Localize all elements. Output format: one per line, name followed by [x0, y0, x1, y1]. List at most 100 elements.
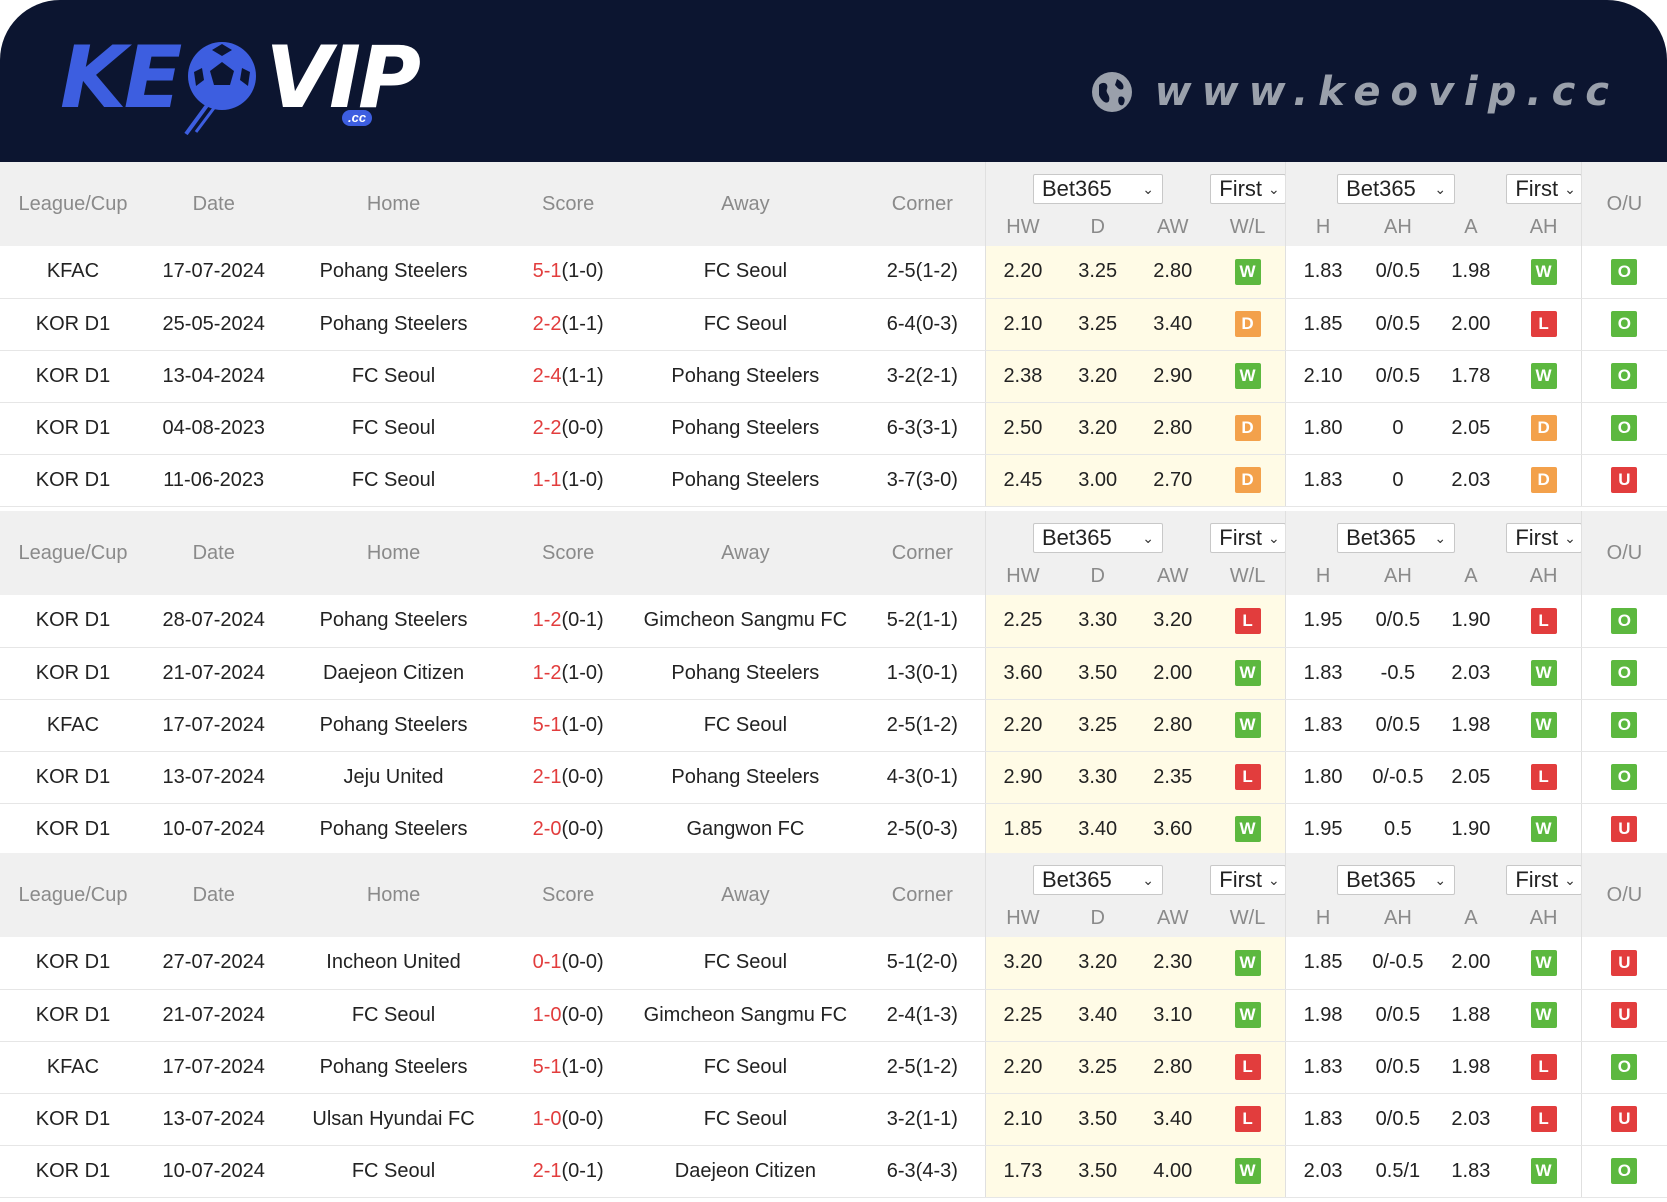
ah-result-badge: W [1530, 949, 1557, 976]
away-team-cell[interactable]: Pohang Steelers [630, 647, 861, 700]
away-team-cell[interactable]: FC Seoul [630, 937, 861, 990]
table-row[interactable]: KOR D1 13-04-2024 FC Seoul 2-4(1-1) Pohang S… [0, 350, 1667, 403]
col-ah-result-header: AH [1506, 557, 1582, 595]
home-team-cell[interactable]: FC Seoul [281, 1145, 506, 1198]
half-time-score: (1-0) [561, 713, 604, 736]
ou-result-cell: O [1580, 1041, 1667, 1094]
home-team-cell[interactable]: FC Seoul [281, 350, 506, 403]
ou-result-cell: U [1580, 989, 1667, 1042]
away-team-cell[interactable]: FC Seoul [630, 699, 861, 752]
away-team-cell[interactable]: Pohang Steelers [630, 350, 861, 403]
handicap-away-cell: 2.03 [1435, 454, 1507, 507]
handicap-period-select[interactable]: First ⌄ [1506, 865, 1582, 895]
away-team-cell[interactable]: Daejeon Citizen [630, 1145, 861, 1198]
away-team-cell[interactable]: FC Seoul [630, 298, 861, 351]
half-time-score: (0-1) [561, 1159, 604, 1182]
home-team-cell[interactable]: FC Seoul [281, 454, 506, 507]
home-team-cell[interactable]: FC Seoul [281, 402, 506, 455]
table-row[interactable]: KOR D1 27-07-2024 Incheon United 0-1(0-0) FC… [0, 937, 1667, 990]
table-row[interactable]: KOR D1 10-07-2024 FC Seoul 2-1(0-1) Daejeon … [0, 1145, 1667, 1198]
home-team-cell[interactable]: Pohang Steelers [281, 298, 506, 351]
period-select[interactable]: First ⌄ [1210, 523, 1286, 553]
handicap-period-select-label: First [1515, 525, 1559, 550]
away-team-cell[interactable]: FC Seoul [630, 246, 861, 299]
col-date-header: Date [145, 511, 282, 595]
wl-badge: L [1234, 764, 1261, 790]
h2h-section-2: League/Cup Date Home Score Away Corner Bet365 ⌄… [0, 511, 1667, 856]
handicap-line-cell: 0/0.5 [1360, 246, 1436, 299]
handicap-period-select[interactable]: First ⌄ [1506, 174, 1582, 204]
handicap-away-cell: 1.98 [1435, 1041, 1507, 1094]
away-win-odds-cell: 2.35 [1135, 751, 1211, 804]
away-team-cell[interactable]: Gimcheon Sangmu FC [630, 989, 861, 1042]
handicap-bookmaker-select[interactable]: Bet365 ⌄ [1337, 865, 1456, 895]
table-row[interactable]: KFAC 17-07-2024 Pohang Steelers 5-1(1-0) FC … [0, 246, 1667, 299]
period-select[interactable]: First ⌄ [1210, 174, 1286, 204]
col-ah-header: AH [1360, 899, 1436, 937]
away-team-cell[interactable]: Pohang Steelers [630, 402, 861, 455]
home-team-cell[interactable]: FC Seoul [281, 989, 506, 1042]
table-row[interactable]: KFAC 17-07-2024 Pohang Steelers 5-1(1-0) FC … [0, 699, 1667, 752]
home-team-cell[interactable]: Pohang Steelers [281, 246, 506, 299]
home-team-cell[interactable]: Daejeon Citizen [281, 647, 506, 700]
handicap-bookmaker-select-label: Bet365 [1346, 525, 1416, 550]
home-team-cell[interactable]: Jeju United [281, 751, 506, 804]
table-row[interactable]: KOR D1 21-07-2024 Daejeon Citizen 1-2(1-0) P… [0, 647, 1667, 700]
ah-result-cell: L [1506, 595, 1582, 648]
ou-badge: O [1611, 764, 1638, 790]
table-row[interactable]: KOR D1 10-07-2024 Pohang Steelers 2-0(0-0) G… [0, 803, 1667, 856]
home-team-cell[interactable]: Pohang Steelers [281, 803, 506, 856]
table-row[interactable]: KOR D1 13-07-2024 Ulsan Hyundai FC 1-0(0-0)… [0, 1093, 1667, 1146]
bookmaker-select[interactable]: Bet365 ⌄ [1032, 865, 1163, 895]
away-team-cell[interactable]: FC Seoul [630, 1041, 861, 1094]
ah-result-cell: L [1506, 751, 1582, 804]
league-cell: KOR D1 [0, 751, 146, 804]
home-team-cell[interactable]: Pohang Steelers [281, 595, 506, 648]
corner-cell: 6-3(4-3) [860, 1145, 986, 1198]
score-cell: 1-0(0-0) [505, 989, 631, 1042]
away-team-cell[interactable]: Gangwon FC [630, 803, 861, 856]
period-select[interactable]: First ⌄ [1210, 865, 1286, 895]
handicap-home-cell: 1.95 [1284, 595, 1361, 648]
table-row[interactable]: KOR D1 21-07-2024 FC Seoul 1-0(0-0) Gimcheon… [0, 989, 1667, 1042]
ou-badge: O [1611, 311, 1638, 337]
home-win-odds-cell: 3.20 [984, 937, 1061, 990]
bookmaker-select[interactable]: Bet365 ⌄ [1032, 174, 1163, 204]
handicap-home-cell: 1.83 [1284, 246, 1361, 299]
chevron-down-icon: ⌄ [1142, 871, 1154, 888]
table-row[interactable]: KOR D1 11-06-2023 FC Seoul 1-1(1-0) Pohang S… [0, 454, 1667, 507]
handicap-period-select[interactable]: First ⌄ [1506, 523, 1582, 553]
home-team-cell[interactable]: Pohang Steelers [281, 699, 506, 752]
bookmaker-select[interactable]: Bet365 ⌄ [1032, 523, 1163, 553]
away-team-cell[interactable]: Pohang Steelers [630, 454, 861, 507]
ah-result-badge: L [1530, 1054, 1557, 1080]
handicap-period-cell: First ⌄ [1506, 162, 1582, 208]
table-row[interactable]: KFAC 17-07-2024 Pohang Steelers 5-1(1-0) FC … [0, 1041, 1667, 1094]
handicap-bookmaker-select[interactable]: Bet365 ⌄ [1337, 523, 1456, 553]
corner-cell: 3-7(3-0) [860, 454, 986, 507]
keovip-logo[interactable]: KE VIP .cc [60, 28, 421, 140]
table-row[interactable]: KOR D1 04-08-2023 FC Seoul 2-2(0-0) Pohang S… [0, 402, 1667, 455]
ou-result-cell: U [1580, 454, 1667, 507]
table-row[interactable]: KOR D1 25-05-2024 Pohang Steelers 2-2(1-1) F… [0, 298, 1667, 351]
draw-odds-cell: 3.50 [1060, 1093, 1136, 1146]
home-team-cell[interactable]: Pohang Steelers [281, 1041, 506, 1094]
table-row[interactable]: KOR D1 28-07-2024 Pohang Steelers 1-2(0-1) G… [0, 595, 1667, 648]
handicap-bookmaker-select[interactable]: Bet365 ⌄ [1337, 174, 1456, 204]
col-ah-result-header: AH [1506, 899, 1582, 937]
away-team-cell[interactable]: Pohang Steelers [630, 751, 861, 804]
wl-result-cell: L [1210, 751, 1286, 804]
ah-result-cell: L [1506, 298, 1582, 351]
match-table: League/Cup Date Home Score Away Corner Bet365 ⌄… [0, 853, 1667, 1198]
handicap-home-cell: 1.83 [1284, 1093, 1361, 1146]
col-home-header: Home [281, 853, 506, 937]
full-time-score: 1-2 [532, 661, 562, 684]
col-ah-result-header: AH [1506, 208, 1582, 246]
away-team-cell[interactable]: FC Seoul [630, 1093, 861, 1146]
home-team-cell[interactable]: Incheon United [281, 937, 506, 990]
home-team-cell[interactable]: Ulsan Hyundai FC [281, 1093, 506, 1146]
ah-result-badge: L [1530, 1106, 1557, 1132]
away-team-cell[interactable]: Gimcheon Sangmu FC [630, 595, 861, 648]
handicap-line-cell: 0/0.5 [1360, 595, 1436, 648]
table-row[interactable]: KOR D1 13-07-2024 Jeju United 2-1(0-0) Pohan… [0, 751, 1667, 804]
